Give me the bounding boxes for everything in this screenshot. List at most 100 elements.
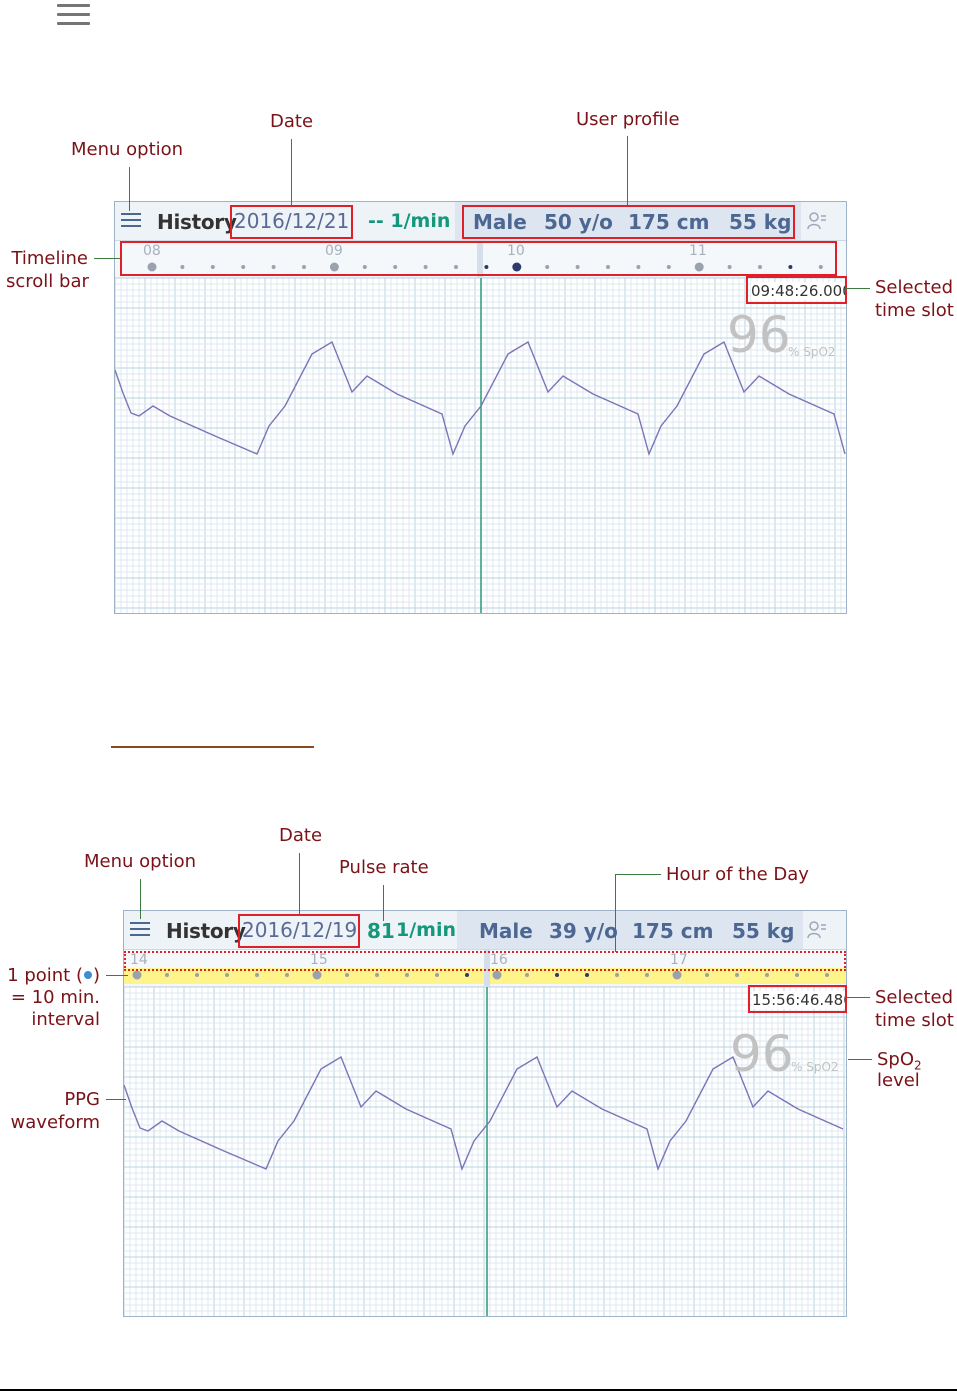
- annotation-menu-option: Menu option: [84, 851, 197, 872]
- timeline-point[interactable]: [575, 265, 580, 269]
- annotation-hour-of-day: Hour of the Day: [666, 864, 809, 885]
- ecg-grid: [124, 987, 846, 1316]
- timeline-point[interactable]: [345, 973, 349, 977]
- annotation-point-2: = 10 min.: [10, 987, 100, 1008]
- timeline-cursor[interactable]: [477, 241, 483, 277]
- ppg-waveform: [124, 1055, 844, 1172]
- history-panel-1: History 2016/12/21 -- 1/min Male 50 y/o …: [114, 201, 847, 614]
- bottom-rule: [0, 1389, 957, 1391]
- timeline-point[interactable]: [492, 970, 502, 980]
- user-settings-icon[interactable]: [807, 212, 827, 234]
- date-highlight: [230, 205, 353, 239]
- timeline-point[interactable]: [765, 973, 769, 977]
- timeline-point[interactable]: [512, 262, 522, 272]
- timeline-point[interactable]: [195, 973, 199, 977]
- timeline-point[interactable]: [285, 973, 289, 977]
- annotation-selected-2: time slot: [875, 1010, 954, 1031]
- user-profile[interactable]: Male 39 y/o 175 cm 55 kg: [457, 911, 803, 949]
- time-highlight: [748, 985, 847, 1013]
- timeline-hour-label: 16: [490, 952, 508, 968]
- profile-weight: 55 kg: [729, 210, 792, 234]
- timeline-point[interactable]: [454, 265, 458, 269]
- menu-icon[interactable]: [130, 922, 150, 938]
- profile-sex: Male: [473, 210, 527, 234]
- ppg-chart: [124, 987, 846, 1316]
- timeline-point[interactable]: [393, 265, 398, 269]
- timeline-point[interactable]: [825, 973, 829, 977]
- timeline-point[interactable]: [423, 265, 428, 269]
- annotation-date: Date: [270, 111, 314, 132]
- timeline-point[interactable]: [705, 973, 709, 977]
- section-separator: [111, 746, 314, 748]
- date-display[interactable]: 2016/12/19: [242, 918, 358, 942]
- timeline-point[interactable]: [818, 265, 823, 269]
- hamburger-menu-icon[interactable]: [57, 3, 91, 27]
- timeline-points[interactable]: [115, 241, 846, 277]
- timeline-point[interactable]: [312, 970, 322, 980]
- ppg-chart: [115, 278, 846, 613]
- timeline-hour-label: 08: [143, 243, 161, 259]
- timeline-point[interactable]: [435, 973, 439, 977]
- annotation-selected-1: Selected: [875, 277, 954, 298]
- selected-time: 15:56:46.480: [752, 991, 846, 1009]
- timeline-point[interactable]: [788, 265, 793, 269]
- panel-header: History 2016/12/21 -- 1/min Male 50 y/o …: [115, 202, 846, 241]
- user-settings-icon[interactable]: [807, 921, 827, 943]
- timeline-point[interactable]: [362, 265, 367, 269]
- timeline-point[interactable]: [694, 262, 704, 272]
- timeline-point[interactable]: [585, 973, 589, 977]
- spo2-value: 96: [730, 1025, 794, 1083]
- annotation-spo2: SpO2: [877, 1049, 922, 1073]
- timeline-hour-label: 11: [689, 243, 707, 259]
- profile-weight: 55 kg: [732, 919, 795, 943]
- timeline-point[interactable]: [302, 265, 306, 269]
- blue-point-icon: [83, 971, 92, 979]
- timeline-point[interactable]: [465, 973, 469, 977]
- timeline-point[interactable]: [329, 262, 339, 272]
- timeline-point[interactable]: [735, 973, 739, 977]
- spo2-label: % SpO2: [791, 1060, 839, 1074]
- selected-time: 09:48:26.000: [751, 282, 846, 300]
- timeline-point[interactable]: [758, 265, 762, 269]
- timeline-point[interactable]: [210, 265, 215, 269]
- timeline-cursor[interactable]: [484, 950, 490, 986]
- pulse-rate-value: 81: [367, 919, 395, 943]
- timeline-points[interactable]: [124, 950, 846, 986]
- timeline-point[interactable]: [271, 265, 276, 269]
- annotation-timeline-2: scroll bar: [6, 271, 89, 292]
- annotation-timeline-1: Timeline: [11, 248, 88, 269]
- timeline-point[interactable]: [727, 265, 732, 269]
- timeline-point[interactable]: [795, 973, 799, 977]
- timeline-point[interactable]: [555, 973, 559, 977]
- timeline-point[interactable]: [484, 265, 489, 269]
- timeline-point[interactable]: [375, 973, 379, 977]
- menu-icon[interactable]: [121, 213, 141, 229]
- timeline-hour-label: 09: [325, 243, 343, 259]
- timeline-point[interactable]: [165, 973, 169, 977]
- pulse-rate: -- 1/min: [368, 210, 451, 232]
- panel-header: History 2016/12/19 81 1/min Male 39 y/o …: [124, 911, 846, 950]
- timeline-point[interactable]: [405, 973, 409, 977]
- date-highlight: [238, 914, 360, 948]
- timeline-point[interactable]: [225, 973, 229, 977]
- timeline-point[interactable]: [636, 265, 641, 269]
- timeline-point[interactable]: [666, 265, 671, 269]
- pulse-rate-unit: 1/min: [396, 919, 456, 941]
- timeline-point[interactable]: [606, 265, 610, 269]
- user-profile[interactable]: Male 50 y/o 175 cm 55 kg: [455, 202, 801, 240]
- hour-row-highlight: [124, 951, 846, 971]
- timeline-point[interactable]: [645, 973, 649, 977]
- timeline-point[interactable]: [525, 973, 529, 977]
- timeline-point[interactable]: [615, 973, 619, 977]
- timeline-point[interactable]: [545, 265, 550, 269]
- timeline-point[interactable]: [180, 265, 185, 269]
- timeline-point[interactable]: [255, 973, 259, 977]
- timeline-point[interactable]: [132, 970, 142, 980]
- timeline-point[interactable]: [241, 265, 246, 269]
- date-display[interactable]: 2016/12/21: [234, 209, 350, 233]
- history-panel-2: History 2016/12/19 81 1/min Male 39 y/o …: [123, 910, 847, 1317]
- timeline-highlight: [120, 241, 837, 276]
- timeline-scroll-bar[interactable]: 14 15 16 17: [124, 950, 846, 987]
- timeline-point[interactable]: [147, 262, 157, 272]
- timeline-point[interactable]: [672, 970, 682, 980]
